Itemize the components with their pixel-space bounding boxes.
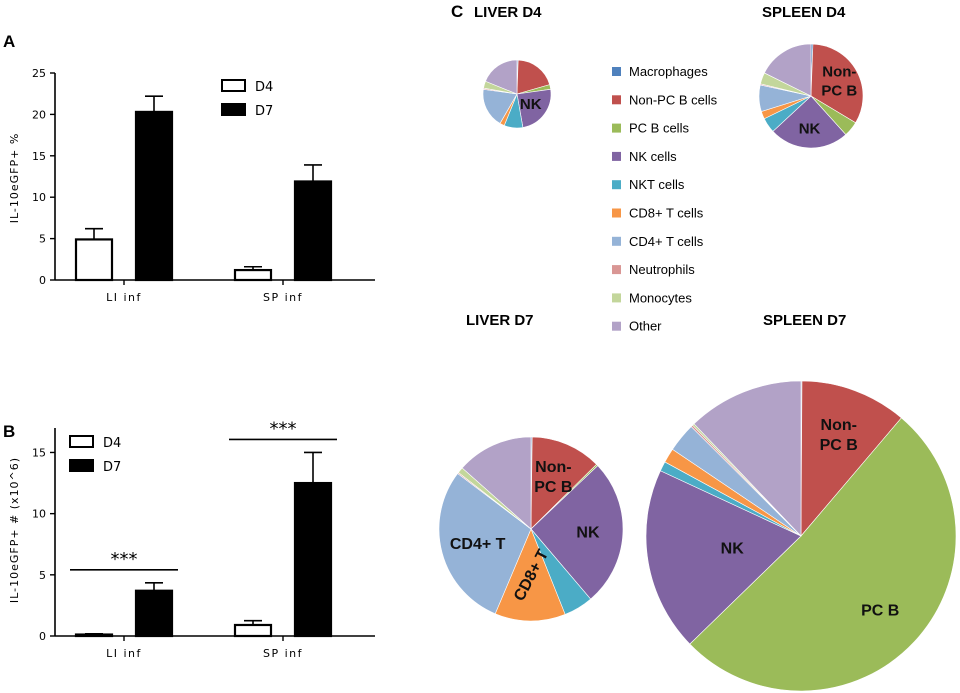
pie-legend-label: CD8+ T cells [629,206,704,221]
bar-d4-li-inf [74,238,114,282]
pie-slice-cd4-t-cells [482,88,518,124]
panel-a-y-tick-label: 10 [32,191,46,204]
pie-title-liver-d7: LIVER D7 [466,312,534,329]
pie-legend-label: Non-PC B cells [629,92,718,107]
pie-slice-pc-b-cells [689,417,957,692]
pie-title-liver-d4: LIVER D4 [474,4,542,21]
pie-title-spleen-d4: SPLEEN D4 [762,4,846,21]
panel-a-x-tick-label: SP inf [263,291,303,304]
pie-legend-swatch [612,123,621,133]
pie-legend-label: NK cells [629,149,677,164]
pie-slice-label: PC B [534,479,572,496]
panel-b-y-tick-label: 5 [39,569,46,582]
legend-swatch-d7 [221,103,246,116]
legend-swatch-d4 [69,435,94,448]
legend-label-d4: D4 [103,436,121,451]
pie-slice-label: PC B [861,603,899,620]
panel-a-y-tick-label: 20 [32,108,46,121]
panel-a-y-tick-label: 15 [32,150,46,163]
pie-slice-non-pc-b-cells [530,436,597,530]
panel-c-letter: C [451,2,463,21]
pie-legend-label: CD4+ T cells [629,234,704,249]
pie-slice-label: PC B [820,437,858,454]
panel-a-x-tick-label: LI inf [106,291,142,304]
pie-slice-nk-cells [516,88,552,128]
pie-slice-other [693,380,802,537]
pie-slice-label: Non- [821,417,857,434]
pie-legend-swatch [612,236,621,246]
pie-slice-other [485,59,518,95]
pie-legend-label: Macrophages [629,64,708,79]
panel-a-y-axis-label: IL-10eGFP+ % [8,133,21,224]
pie-legend-swatch [612,321,621,331]
bar-d4-sp-inf [233,268,273,282]
panel-a-y-tick-label: 5 [39,233,46,246]
panel-c-pie-charts: C LIVER D4 SPLEEN D4 LIVER D7 SPLEEN D7 … [438,2,957,692]
pie-slice-nk-cells [530,465,624,600]
pie-slice-label: NK [799,120,821,137]
panel-b-y-tick-label: 10 [32,508,46,521]
pie-legend-swatch [612,293,621,303]
pie-legend-label: Monocytes [629,290,692,305]
pie-legend-label: PC B cells [629,121,689,136]
bar-d7-sp-inf [293,481,333,638]
legend-swatch-d4 [221,79,246,92]
pie-legend-swatch [612,180,621,190]
pie-slice-other [763,43,812,97]
pie-spleen-d4: Non-PC B NK [758,43,864,149]
panel-b-y-axis-label: IL-10eGFP+ # (x10^6) [8,457,21,603]
pie-slice-non-pc-b-cells [516,59,551,95]
panel-b-x-tick-label: LI inf [106,647,142,660]
pie-slice-label: NK [576,525,600,542]
pie-slice-other [461,436,532,530]
significance-stars: *** [270,418,297,439]
legend-label-d4: D4 [255,80,273,95]
pie-legend-swatch [612,151,621,161]
pie-slice-label: NK [520,96,542,113]
panel-a-y-tick-label: 25 [32,67,46,80]
panel-a-bar-chart: A IL-10eGFP+ % 0 5 10 15 20 25 LI inf SP inf D4 D… [3,32,375,304]
pie-slice-label: Non- [822,64,856,81]
legend-label-d7: D7 [103,460,121,475]
pie-slice-label: Non- [535,459,571,476]
panel-a-letter: A [3,32,15,51]
significance-stars: *** [111,549,138,570]
pie-title-spleen-d7: SPLEEN D7 [763,312,846,329]
panel-b-bar-chart: B IL-10eGFP+ # (x10^6) 0 5 10 15 LI inf SP in… [3,418,375,660]
legend-swatch-d7 [69,459,94,472]
pie-slice-cd8-t-cells [494,528,566,622]
pie-legend-label: Other [629,319,662,334]
pie-slice-label: CD4+ T [450,536,506,553]
bar-d7-li-inf [134,589,174,638]
pie-slice-nk-cells [645,470,802,645]
bar-d7-sp-inf [293,180,333,282]
panel-b-x-tick-label: SP inf [263,647,303,660]
pie-legend-swatch [612,208,621,218]
legend-label-d7: D7 [255,104,273,119]
bar-d4-li-inf [74,633,114,638]
panel-b-letter: B [3,422,15,441]
pie-liver-d4: NK [482,59,552,129]
pie-slice-cd4-t-cells [438,473,532,615]
pie-legend-swatch [612,95,621,105]
pie-legend-label: NKT cells [629,177,685,192]
pie-legend-swatch [612,67,621,76]
pie-slice-nk-cells [772,95,847,149]
pie-spleen-d7: Non- PC B PC B NK [645,380,957,692]
panel-b-y-tick-label: 15 [32,446,46,459]
bar-d4-sp-inf [233,623,273,638]
pie-slice-label: NK [721,540,745,557]
pie-legend-swatch [612,265,621,275]
bar-d7-li-inf [134,110,174,282]
panel-a-y-tick-label: 0 [39,274,46,287]
panel-b-y-tick-label: 0 [39,630,46,643]
pie-legend-label: Neutrophils [629,262,695,277]
pie-slice-non-pc-b-cells [810,43,864,124]
pie-slice-label: PC B [821,82,857,99]
pie-slice-non-pc-b-cells [800,380,902,537]
